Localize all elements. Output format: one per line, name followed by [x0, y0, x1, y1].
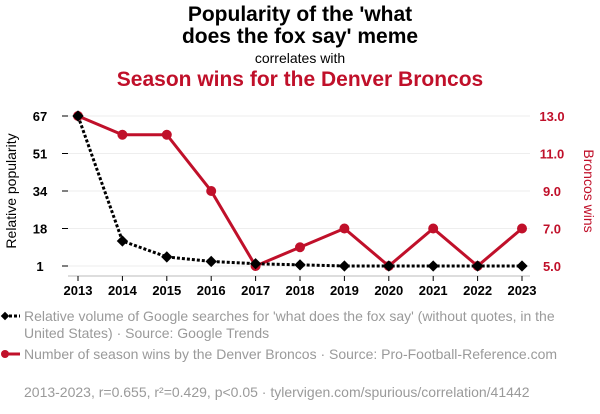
x-tick-label: 2016 — [197, 283, 226, 298]
right-tick-label: 11.0 — [540, 147, 565, 162]
broncos-point — [428, 223, 439, 234]
left-tick-label: 67 — [33, 109, 47, 124]
x-tick-label: 2022 — [463, 283, 492, 298]
left-tick-label: 34 — [33, 184, 48, 199]
x-tick-label: 2023 — [508, 283, 537, 298]
x-tick-label: 2020 — [374, 283, 403, 298]
left-tick-label: 18 — [33, 222, 47, 237]
footer-stats: 2013-2023, r=0.655, r²=0.429, p<0.05 · t… — [24, 384, 530, 400]
popularity-line — [76, 115, 522, 268]
legend-series-2: Number of season wins by the Denver Bron… — [24, 346, 558, 362]
title-line-1: Popularity of the 'what — [187, 3, 413, 26]
broncos-point — [117, 129, 128, 140]
popularity-point — [205, 255, 217, 268]
right-tick-label: 5.0 — [543, 259, 561, 274]
popularity-point — [116, 235, 129, 247]
popularity-point — [338, 260, 351, 272]
popularity-point — [471, 260, 484, 272]
x-tick-label: 2021 — [419, 283, 448, 298]
broncos-point — [161, 129, 172, 140]
right-axis-label: Broncos wins — [581, 149, 597, 232]
left-tick-label: 51 — [33, 147, 47, 162]
legend-series-2-dot-icon — [1, 350, 9, 358]
x-tick-label: 2015 — [152, 283, 181, 298]
x-tick-label: 2017 — [241, 283, 270, 298]
popularity-point — [516, 260, 528, 272]
x-tick-label: 2018 — [286, 283, 315, 298]
subtitle: Season wins for the Denver Broncos — [116, 68, 484, 91]
x-tick-label: 2014 — [108, 283, 138, 298]
x-tick-label: 2013 — [64, 283, 93, 298]
popularity-point — [161, 251, 173, 263]
right-tick-label: 13.0 — [539, 109, 564, 124]
broncos-point — [517, 223, 527, 234]
popularity-point — [383, 260, 395, 272]
legend-series-1: Relative volume of Google searches for '… — [24, 308, 555, 341]
x-tick-label: 2019 — [330, 283, 359, 298]
broncos-point — [206, 186, 217, 196]
left-axis-label: Relative popularity — [3, 133, 19, 248]
broncos-point — [339, 223, 350, 234]
correlates-label: correlates with — [254, 50, 346, 66]
popularity-point — [427, 260, 439, 272]
right-tick-label: 9.0 — [543, 184, 561, 199]
broncos-point — [295, 242, 305, 253]
popularity-point — [249, 258, 262, 270]
popularity-point — [72, 110, 84, 122]
title-line-2: does the fox say' meme — [181, 25, 419, 48]
right-tick-label: 7.0 — [543, 222, 561, 237]
legend-series-1-diamond-icon — [0, 311, 10, 321]
popularity-point — [294, 259, 306, 271]
left-tick-label: 1 — [36, 259, 43, 274]
